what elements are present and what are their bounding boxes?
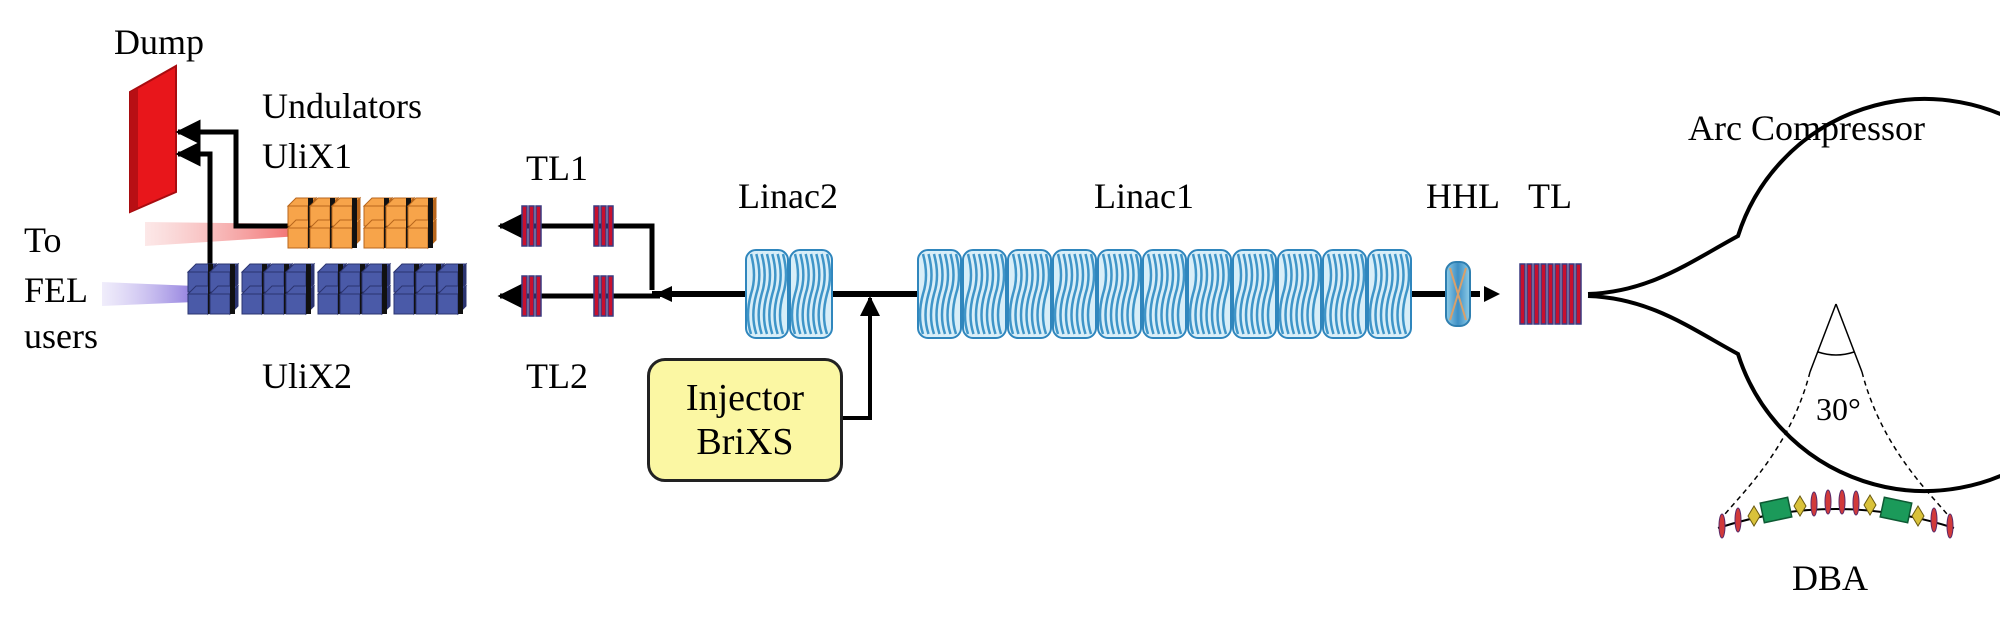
dba-quadrupole [1946, 513, 1954, 539]
undulator-separator [230, 264, 235, 314]
quadrupole [1554, 263, 1561, 325]
dba-quadrupole [1718, 513, 1726, 539]
arc-angle-indicator [1809, 303, 1863, 373]
undulator-separator [428, 198, 433, 248]
dba-dipole [1759, 496, 1793, 524]
dba-quadrupole [1838, 489, 1846, 515]
dba-sextupole [1911, 505, 1925, 527]
main-beamline-arrow [655, 286, 672, 302]
rf-cavity [1007, 249, 1052, 339]
label-ulix1: UliX1 [262, 136, 352, 176]
quadrupole [1533, 263, 1540, 325]
linac2-cavities [745, 249, 833, 339]
quadrupole [1547, 263, 1554, 325]
quadrupole [1519, 263, 1526, 325]
quadrupole [521, 205, 528, 247]
quadrupole [607, 275, 614, 317]
linac1-cavities [917, 249, 1412, 339]
label-tl2: TL2 [526, 356, 588, 396]
label-linac1: Linac1 [1094, 176, 1194, 216]
label-arc-compressor: Arc Compressor [1688, 108, 1925, 148]
quadrupole [535, 275, 542, 317]
dba-quadrupole [1852, 490, 1860, 516]
quadrupole [1568, 263, 1575, 325]
quadrupole [535, 205, 542, 247]
rf-cavity [1322, 249, 1367, 339]
dba-cell [1717, 489, 1955, 539]
rf-cavity [1052, 249, 1097, 339]
undulator-separator [306, 264, 311, 314]
dump-line-lower [175, 141, 213, 290]
beam-dump [129, 64, 177, 214]
label-users: users [24, 316, 98, 356]
undulator-separator [352, 198, 357, 248]
quadrupole [1526, 263, 1533, 325]
rf-cavity [1232, 249, 1277, 339]
quadrupole [1540, 263, 1547, 325]
label-to: To [24, 220, 61, 260]
quadrupole [607, 205, 614, 247]
quadrupole [593, 205, 600, 247]
dba-quadrupole [1734, 507, 1742, 533]
label-ulix2: UliX2 [262, 356, 352, 396]
quadrupole [600, 275, 607, 317]
rf-cavity [789, 249, 833, 339]
quadrupole [593, 275, 600, 317]
hhl-tl-arrow [1484, 286, 1500, 302]
label-undulators: Undulators [262, 86, 422, 126]
undulator-separator [382, 264, 387, 314]
undulator-separator [458, 264, 463, 314]
rf-cavity [962, 249, 1007, 339]
label-dump: Dump [114, 22, 204, 62]
quadrupole [528, 205, 535, 247]
fel-violet-light-beam [102, 282, 195, 306]
dba-sextupole [1863, 494, 1877, 516]
rf-cavity [1187, 249, 1232, 339]
arc-compressor-loop [1587, 97, 2000, 493]
label-linac2: Linac2 [738, 176, 838, 216]
rf-cavity [1277, 249, 1322, 339]
label-tl: TL [1528, 176, 1572, 216]
dba-quadrupole [1810, 491, 1818, 517]
dba-quadrupole [1824, 489, 1832, 515]
label-fel: FEL [24, 270, 88, 310]
tl1-quadrupoles [521, 205, 614, 247]
rf-cavity [745, 249, 789, 339]
arc-tl-quadrupoles [1519, 263, 1582, 325]
beamline-tl1-branch [497, 213, 655, 290]
quadrupole [1575, 263, 1582, 325]
hhl-cavity [1445, 261, 1471, 327]
dump-line-upper [175, 119, 310, 229]
brixs-label: BriXS [696, 421, 794, 463]
dba-sextupole [1793, 495, 1807, 517]
dba-guide-left [1719, 371, 1811, 521]
label-tl1: TL1 [526, 148, 588, 188]
rf-cavity [1367, 249, 1412, 339]
dba-sextupole [1747, 505, 1761, 527]
label-angle: 30° [1816, 391, 1861, 427]
injector-brixs-box: Injector BriXS [647, 358, 843, 482]
dba-quadrupole [1930, 507, 1938, 533]
quadrupole [521, 275, 528, 317]
label-dba: DBA [1792, 558, 1868, 598]
undulator-ulix2 [186, 262, 468, 316]
rf-cavity [917, 249, 962, 339]
injector-label: Injector [685, 377, 805, 419]
rf-cavity [1142, 249, 1187, 339]
quadrupole [528, 275, 535, 317]
rf-cavity [1097, 249, 1142, 339]
label-hhl: HHL [1426, 176, 1500, 216]
quadrupole [600, 205, 607, 247]
injector-line [843, 296, 880, 420]
tl2-quadrupoles [521, 275, 614, 317]
quadrupole [1561, 263, 1568, 325]
dba-dipole [1879, 496, 1913, 524]
dba-guide-right [1861, 371, 1953, 521]
undulator-ulix1 [286, 196, 438, 250]
